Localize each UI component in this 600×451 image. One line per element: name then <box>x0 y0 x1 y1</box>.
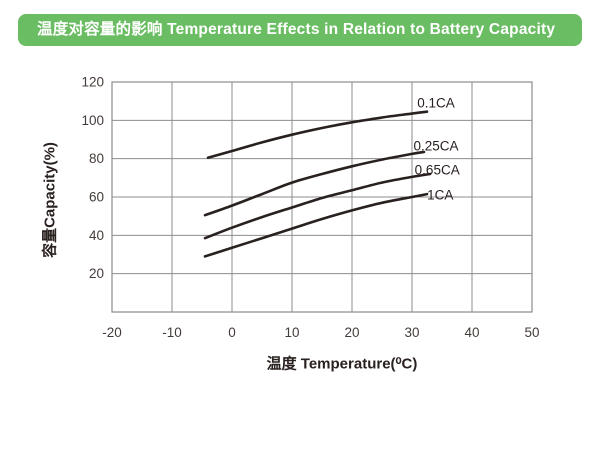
x-tick-label-10: 10 <box>284 325 299 340</box>
x-tick-label-20: 20 <box>344 325 359 340</box>
curve-0.65CA <box>203 172 432 240</box>
y-tick-label-100: 100 <box>81 113 104 128</box>
y-tick-label-60: 60 <box>89 190 104 205</box>
x-tick-label--10: -10 <box>162 325 182 340</box>
series-label-1CA: 1CA <box>427 188 453 203</box>
curve-0.25CA <box>203 150 426 217</box>
y-axis-title: 容量Capacity(%) <box>41 142 59 258</box>
x-tick-label-0: 0 <box>228 325 236 340</box>
plot-border <box>111 81 533 313</box>
x-tick-label-30: 30 <box>404 325 419 340</box>
y-tick-label-120: 120 <box>81 75 104 90</box>
x-axis-title: 温度 Temperature(⁰C) <box>266 355 418 373</box>
page-title: 温度对容量的影响 Temperature Effects in Relation… <box>37 21 556 38</box>
curve-0.1CA <box>206 110 429 159</box>
series-label-0.1CA: 0.1CA <box>417 96 455 111</box>
y-tick-label-80: 80 <box>89 151 104 166</box>
x-tick-label--20: -20 <box>102 325 122 340</box>
x-tick-label-50: 50 <box>524 325 539 340</box>
header-banner: 温度对容量的影响 Temperature Effects in Relation… <box>18 14 582 46</box>
x-tick-label-40: 40 <box>464 325 479 340</box>
curve-1CA <box>203 192 429 258</box>
y-tick-label-20: 20 <box>89 266 104 281</box>
series-label-0.25CA: 0.25CA <box>413 139 458 154</box>
series-label-0.65CA: 0.65CA <box>415 163 460 178</box>
y-tick-label-40: 40 <box>89 228 104 243</box>
